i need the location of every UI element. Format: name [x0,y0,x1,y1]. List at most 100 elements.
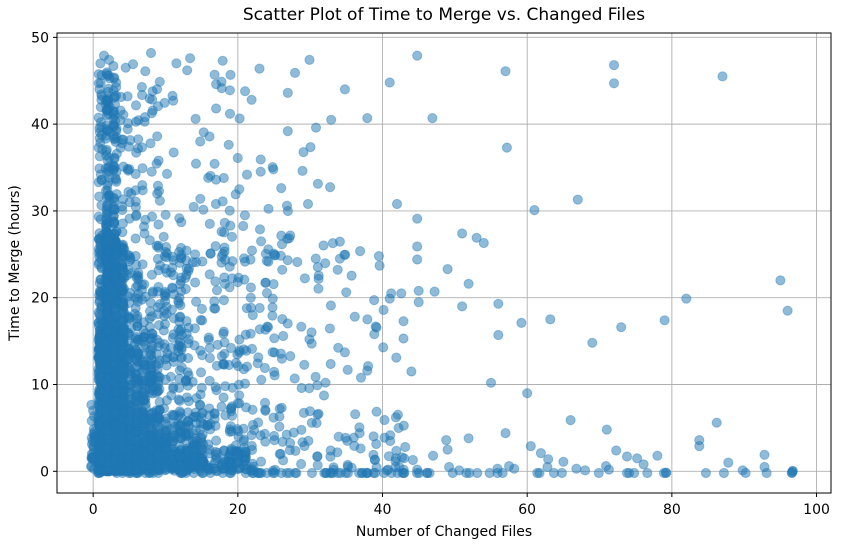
data-point [101,120,113,131]
data-point [190,113,201,125]
data-point [211,385,222,396]
data-point [130,233,141,244]
data-point [204,448,215,459]
data-point [334,236,345,247]
data-point [378,304,389,316]
data-point [152,180,164,191]
data-point [313,408,324,419]
data-point [122,124,133,135]
data-point [786,467,798,478]
data-point [318,390,330,401]
data-point [116,422,127,433]
y-tick-label: 30 [31,204,49,220]
data-point [313,273,324,284]
data-point [580,465,591,476]
data-point [220,254,231,265]
data-point [306,467,318,479]
data-point [661,467,672,478]
data-point [146,434,157,445]
data-point [247,310,258,321]
data-point [350,409,361,420]
data-point [137,391,148,402]
data-point [108,108,119,119]
data-point [312,178,323,189]
data-point [226,342,237,354]
data-point [204,218,215,229]
data-point [136,447,147,458]
data-point [137,163,148,174]
data-point [652,450,663,461]
data-point [312,451,323,462]
data-point [108,344,119,355]
data-point [406,366,417,377]
data-point [485,377,497,388]
data-point [775,275,786,286]
data-point [182,367,193,378]
data-point [332,264,343,275]
data-point [152,131,163,142]
data-point [342,467,353,479]
data-point [325,182,336,193]
data-point [86,415,97,426]
data-point [195,136,206,147]
data-point [136,81,147,93]
data-point [362,365,373,376]
data-point [205,248,216,259]
data-point [108,164,119,175]
data-point [274,421,285,432]
data-point [103,235,114,246]
data-point [233,379,244,390]
data-point [642,467,653,479]
data-point [442,264,453,275]
data-point [782,305,793,316]
x-tick-label: 80 [663,502,681,518]
data-point [103,325,114,336]
data-point [182,407,193,418]
data-point [230,189,241,200]
data-point [290,445,301,456]
data-point [694,441,705,452]
data-point [158,403,170,414]
data-point [328,467,339,479]
data-point [131,147,142,158]
data-point [93,259,104,270]
data-point [320,377,331,388]
data-point [124,164,135,175]
data-point [86,399,97,410]
data-point [381,465,392,476]
data-point [269,366,280,377]
data-point [256,236,267,247]
data-point [429,286,440,297]
data-point [310,253,321,264]
data-point [169,289,180,300]
data-point [565,415,576,426]
data-point [391,198,403,210]
data-point [93,317,104,329]
data-point [211,360,222,371]
data-point [603,464,615,475]
data-point [369,295,380,306]
data-point [509,463,520,474]
data-point [529,205,540,216]
data-point [571,463,582,474]
data-point [740,467,751,479]
data-point [154,76,165,87]
data-point [161,352,173,363]
data-point [176,467,187,479]
data-point [224,85,235,96]
data-point [160,209,171,220]
data-point [110,254,121,265]
data-point [572,194,583,205]
data-point [151,334,162,345]
data-point [232,277,243,288]
data-point [155,260,166,271]
data-point [259,362,270,374]
data-point [118,244,129,255]
data-point [516,317,527,328]
data-point [195,389,206,400]
data-point [218,328,229,339]
data-point [234,113,245,124]
data-point [133,134,144,145]
data-point [339,249,350,260]
data-point [138,317,150,328]
